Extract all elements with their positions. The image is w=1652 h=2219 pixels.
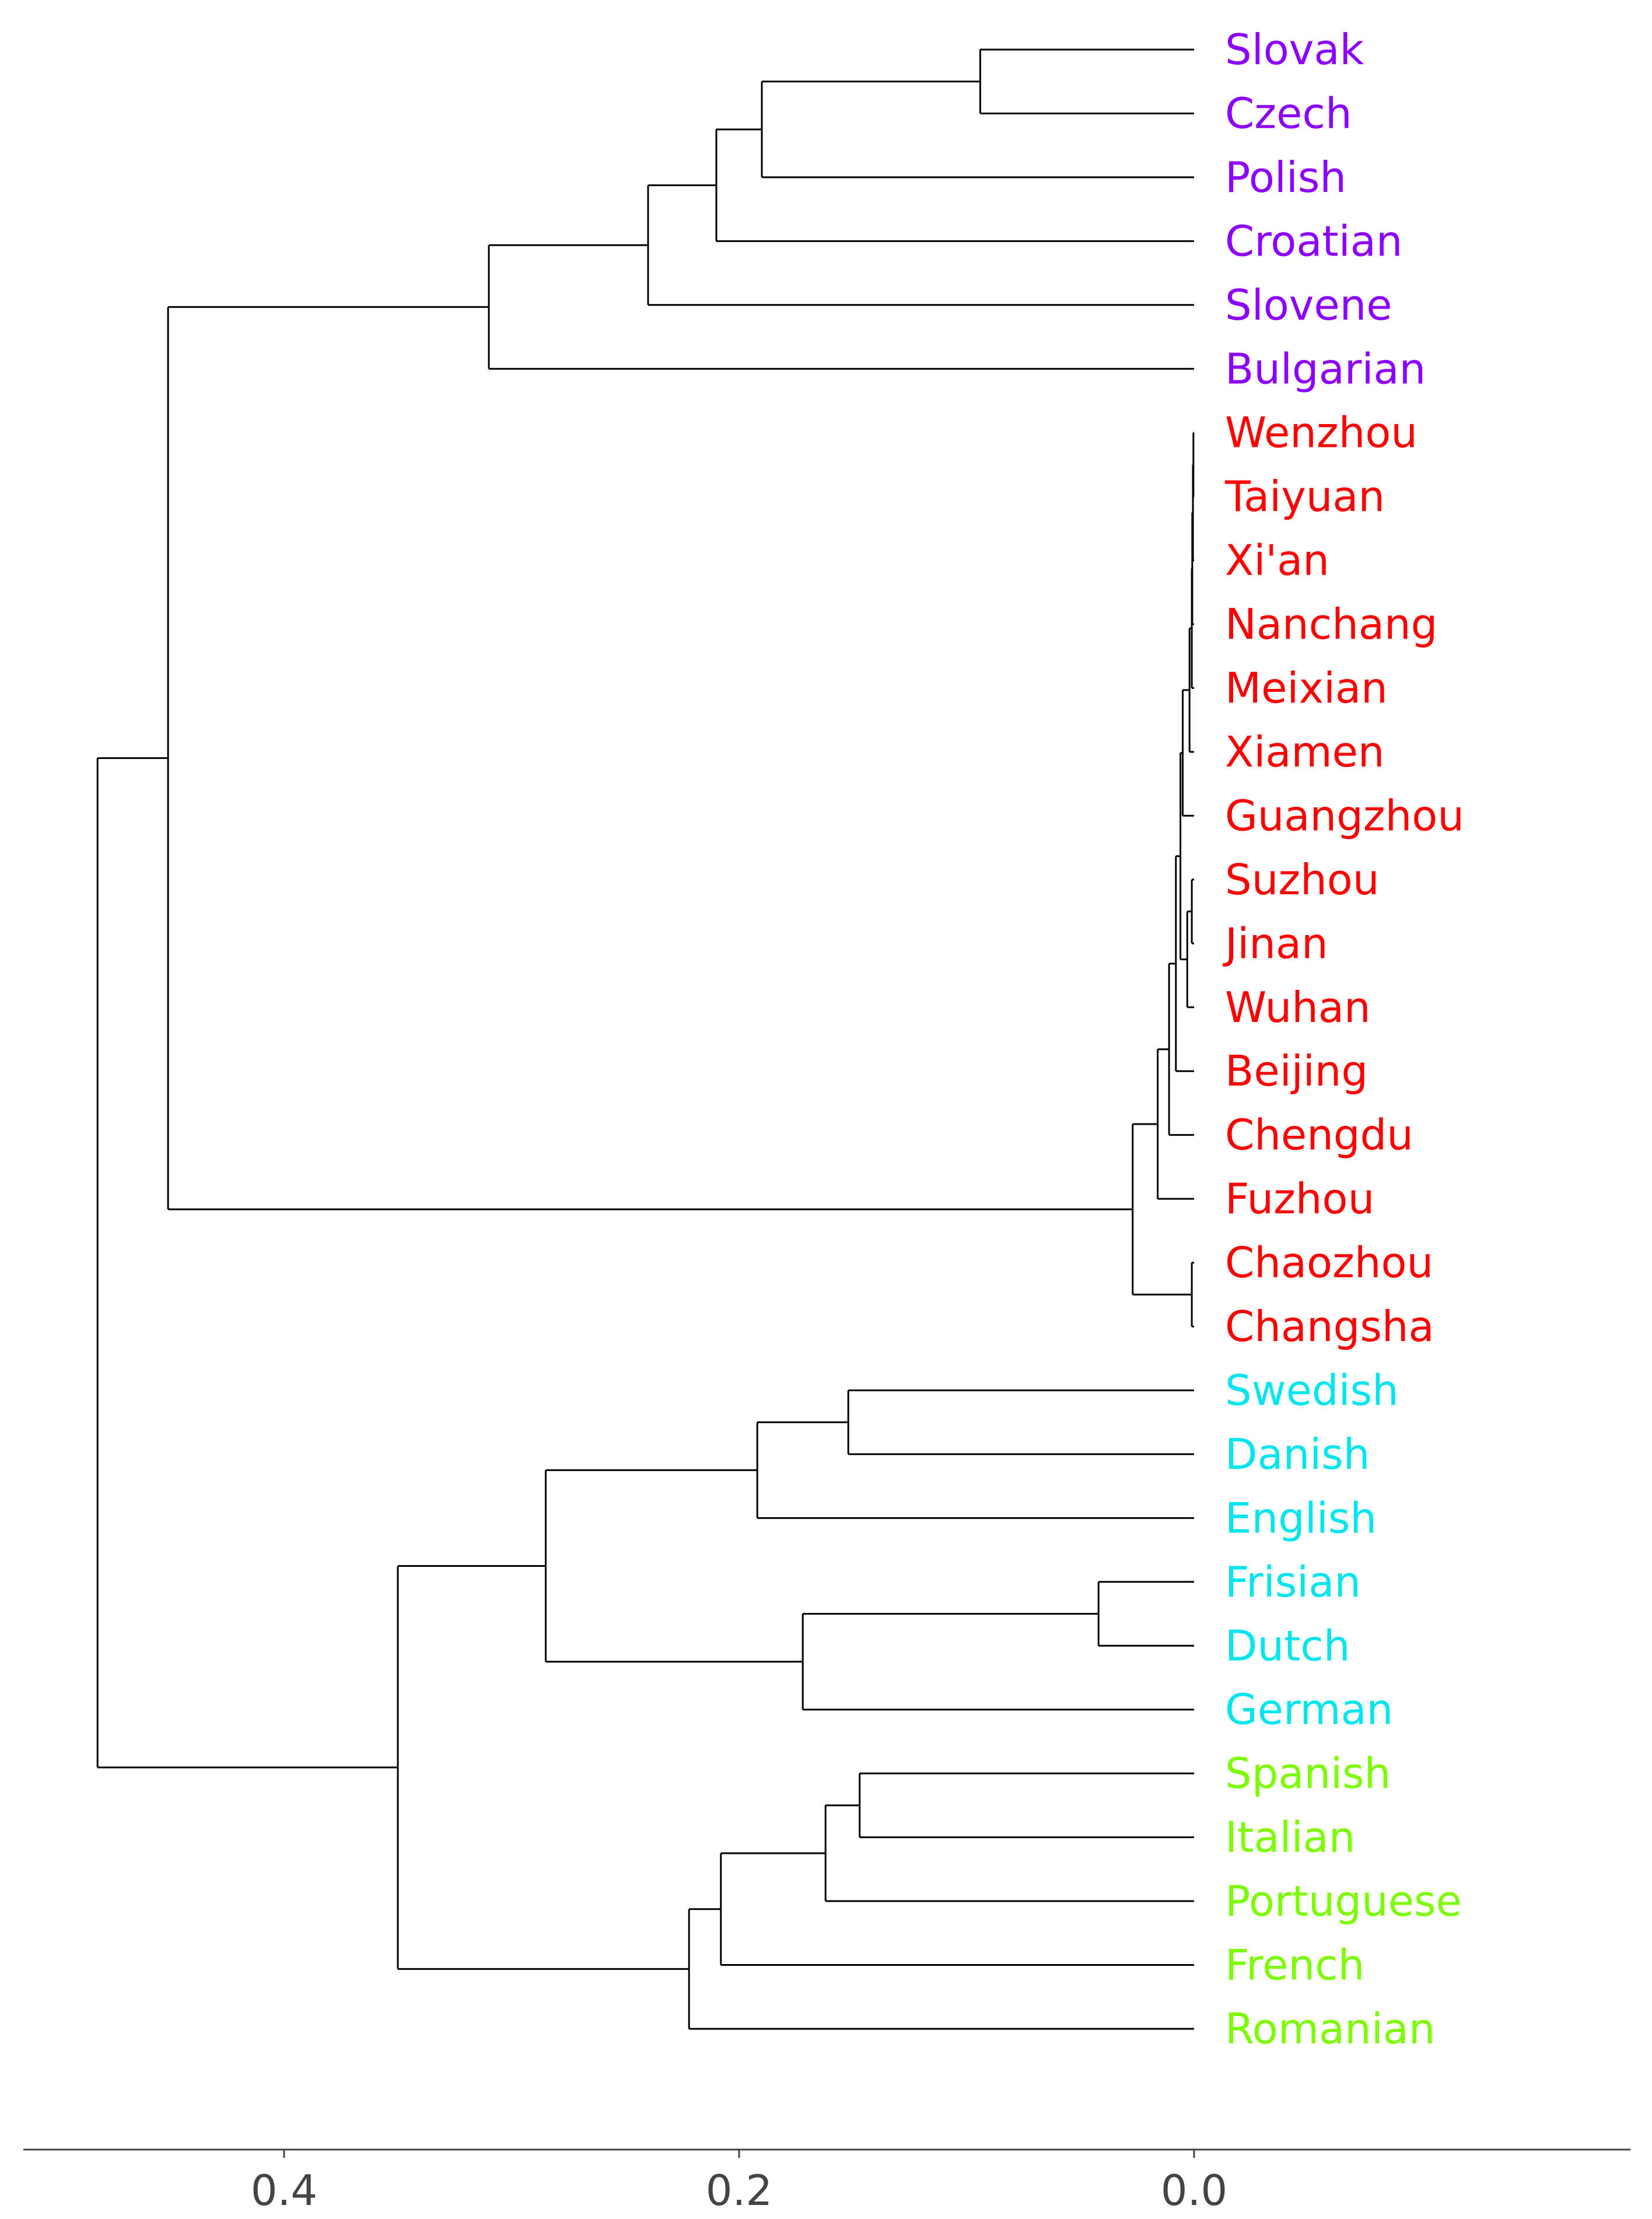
leaf-label: Swedish <box>1225 1366 1399 1415</box>
leaf-label: English <box>1225 1493 1377 1542</box>
leaf-label: Xiamen <box>1225 727 1385 776</box>
leaf-label: Wenzhou <box>1225 408 1418 457</box>
leaf-label: Frisian <box>1225 1558 1361 1606</box>
leaf-label: Meixian <box>1225 664 1388 713</box>
leaf-label: Nanchang <box>1225 600 1437 649</box>
leaf-label: German <box>1225 1685 1393 1734</box>
leaf-label: Polish <box>1225 153 1346 202</box>
leaf-label: Spanish <box>1225 1749 1391 1798</box>
leaf-label: Portuguese <box>1225 1877 1462 1926</box>
leaf-label: Czech <box>1225 89 1352 138</box>
leaf-label: Dutch <box>1225 1621 1350 1670</box>
leaf-label: French <box>1225 1941 1364 1990</box>
leaf-label: Jinan <box>1223 919 1328 968</box>
leaf-label: Suzhou <box>1225 855 1379 904</box>
leaf-label: Slovene <box>1225 281 1392 330</box>
leaf-label: Romanian <box>1225 2004 1436 2053</box>
leaf-label: Danish <box>1225 1430 1370 1479</box>
leaf-label: Beijing <box>1225 1046 1368 1096</box>
leaf-label: Xi'an <box>1225 536 1329 585</box>
dendrogram-branches <box>96 48 1195 2030</box>
leaf-label: Bulgarian <box>1225 344 1426 393</box>
leaf-label: Wuhan <box>1225 983 1371 1032</box>
leaf-label: Croatian <box>1225 216 1402 265</box>
x-axis: 0.4 0.2 0.0 <box>23 2148 1630 2215</box>
leaf-label: Slovak <box>1225 25 1364 74</box>
leaf-label: Changsha <box>1225 1302 1434 1351</box>
leaf-label: Fuzhou <box>1225 1174 1374 1223</box>
leaf-label: Italian <box>1225 1813 1355 1862</box>
leaf-label: Chengdu <box>1225 1111 1413 1160</box>
leaf-label: Taiyuan <box>1224 472 1385 521</box>
leaf-label: Guangzhou <box>1225 791 1464 840</box>
x-tick-label: 0.0 <box>1161 2166 1228 2215</box>
leaf-labels: Slovak Czech Polish Croatian Slovene Bulgaria… <box>1223 25 1464 2053</box>
x-tick-label: 0.4 <box>251 2166 318 2215</box>
x-tick-label: 0.2 <box>706 2166 773 2215</box>
leaf-label: Chaozhou <box>1225 1238 1433 1287</box>
